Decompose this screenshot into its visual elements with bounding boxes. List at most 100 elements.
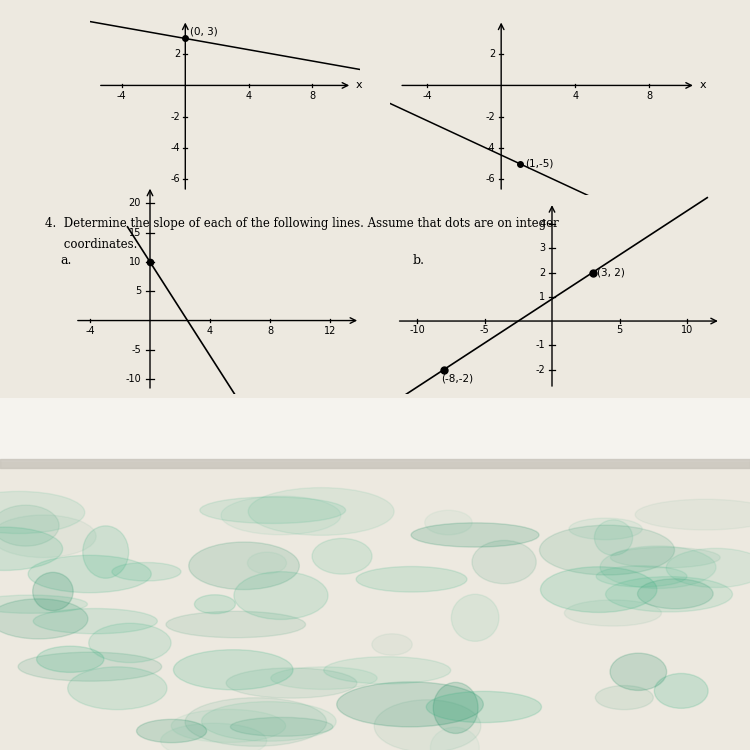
Ellipse shape [605, 577, 733, 612]
Ellipse shape [28, 555, 152, 592]
Text: 8: 8 [267, 326, 273, 336]
Ellipse shape [234, 572, 328, 620]
Text: 8: 8 [309, 91, 316, 101]
Ellipse shape [654, 674, 708, 708]
Ellipse shape [610, 653, 667, 691]
Ellipse shape [472, 541, 536, 584]
Ellipse shape [433, 682, 478, 734]
Ellipse shape [0, 491, 85, 533]
Ellipse shape [0, 527, 63, 571]
Ellipse shape [374, 700, 481, 750]
Ellipse shape [173, 650, 293, 690]
Ellipse shape [594, 520, 633, 556]
Text: 4: 4 [246, 91, 252, 101]
Text: x: x [700, 80, 706, 91]
Ellipse shape [666, 548, 750, 587]
Ellipse shape [166, 611, 305, 638]
Text: (-8,-2): (-8,-2) [441, 374, 473, 383]
Bar [0, 383, 750, 461]
Text: -4: -4 [117, 91, 127, 101]
Ellipse shape [136, 719, 207, 742]
Ellipse shape [324, 657, 451, 684]
Ellipse shape [564, 600, 662, 626]
Text: -5: -5 [131, 345, 141, 355]
Ellipse shape [202, 701, 336, 741]
Ellipse shape [596, 566, 687, 587]
Ellipse shape [194, 595, 236, 613]
Ellipse shape [0, 506, 59, 546]
Text: 10: 10 [681, 326, 693, 335]
Ellipse shape [372, 634, 413, 656]
Text: 5: 5 [616, 326, 622, 335]
Ellipse shape [430, 728, 479, 750]
Ellipse shape [569, 518, 642, 540]
Ellipse shape [452, 594, 499, 641]
Ellipse shape [226, 668, 357, 698]
Text: 2: 2 [539, 268, 545, 278]
Ellipse shape [271, 667, 377, 689]
Ellipse shape [600, 546, 716, 589]
Ellipse shape [596, 686, 653, 709]
Ellipse shape [33, 572, 74, 610]
Text: b.: b. [413, 254, 424, 267]
Text: (1,-5): (1,-5) [525, 159, 554, 169]
Ellipse shape [200, 497, 346, 523]
Text: 20: 20 [129, 199, 141, 208]
Ellipse shape [356, 566, 467, 592]
Ellipse shape [312, 538, 372, 574]
Text: 4.  Determine the slope of each of the following lines. Assume that dots are on : 4. Determine the slope of each of the fo… [45, 217, 559, 229]
Text: 3: 3 [539, 243, 545, 254]
Ellipse shape [0, 595, 88, 613]
Text: a.: a. [60, 254, 71, 267]
Text: 12: 12 [324, 326, 336, 336]
Ellipse shape [539, 525, 674, 575]
Ellipse shape [0, 515, 96, 557]
Text: -1: -1 [536, 340, 545, 350]
Text: 4: 4 [207, 326, 213, 336]
Text: -4: -4 [86, 326, 94, 336]
Ellipse shape [33, 608, 158, 634]
Text: 4: 4 [572, 91, 578, 101]
Ellipse shape [635, 500, 750, 530]
Ellipse shape [541, 567, 657, 613]
Text: 2: 2 [174, 50, 181, 59]
Text: 8: 8 [646, 91, 652, 101]
Text: -2: -2 [536, 364, 545, 374]
Ellipse shape [18, 652, 162, 681]
Text: 5: 5 [135, 286, 141, 296]
Text: coordinates.: coordinates. [45, 238, 137, 251]
Text: x: x [356, 80, 362, 91]
Text: -4: -4 [171, 143, 181, 153]
Ellipse shape [610, 548, 720, 568]
Text: 2: 2 [489, 50, 496, 59]
Ellipse shape [112, 562, 181, 581]
Text: 10: 10 [129, 257, 141, 267]
Ellipse shape [68, 667, 167, 710]
Ellipse shape [424, 510, 472, 535]
Ellipse shape [337, 682, 483, 727]
Text: -10: -10 [410, 326, 424, 335]
Ellipse shape [171, 710, 286, 742]
Ellipse shape [160, 723, 267, 750]
Text: -2: -2 [486, 112, 496, 122]
Ellipse shape [411, 523, 539, 547]
Ellipse shape [88, 623, 171, 662]
Ellipse shape [638, 579, 713, 609]
Text: (3, 2): (3, 2) [596, 268, 625, 278]
Text: -5: -5 [480, 326, 489, 335]
Text: -6: -6 [486, 174, 496, 184]
Ellipse shape [221, 496, 340, 535]
Text: 15: 15 [129, 228, 141, 238]
Text: -4: -4 [486, 143, 496, 153]
Ellipse shape [426, 692, 542, 722]
Ellipse shape [189, 542, 299, 590]
Bar [0, 459, 750, 468]
Ellipse shape [82, 526, 129, 578]
Ellipse shape [185, 698, 326, 746]
Text: 1: 1 [539, 292, 545, 302]
Ellipse shape [230, 717, 333, 736]
Ellipse shape [248, 552, 286, 574]
Text: -6: -6 [171, 174, 181, 184]
Ellipse shape [0, 598, 88, 639]
Ellipse shape [37, 646, 104, 673]
